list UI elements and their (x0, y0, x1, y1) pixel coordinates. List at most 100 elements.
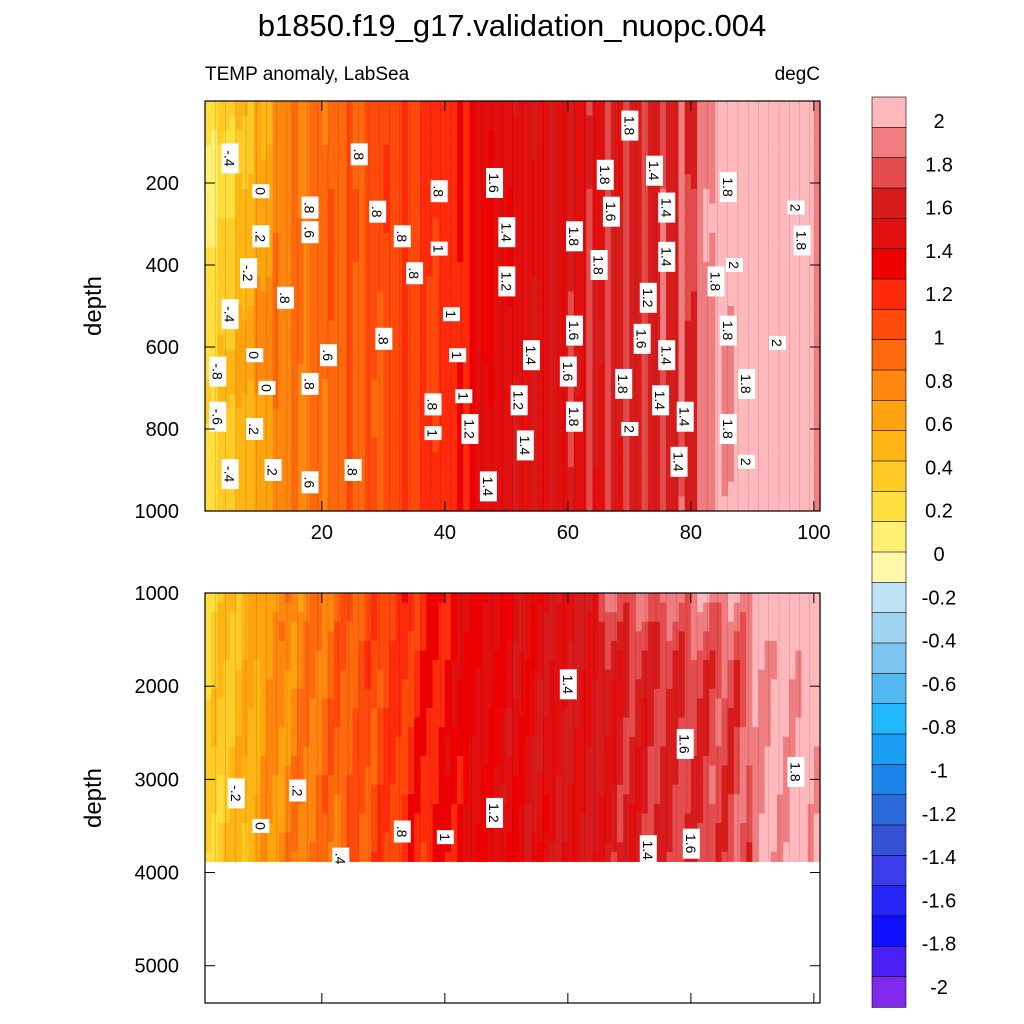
field-cell (586, 481, 594, 497)
field-cell (401, 159, 409, 175)
field-cell (617, 688, 624, 700)
field-cell (475, 832, 483, 843)
field-cell (721, 276, 729, 292)
field-cell (334, 467, 341, 483)
field-cell (389, 276, 397, 292)
field-cell (586, 188, 594, 205)
field-cell (291, 306, 298, 322)
field-cell (223, 335, 231, 351)
field-cell (666, 115, 673, 131)
field-cell (278, 496, 286, 512)
field-cell (469, 775, 477, 786)
field-cell (549, 379, 557, 395)
field-cell (549, 775, 557, 786)
field-cell (291, 349, 298, 366)
field-cell (278, 306, 286, 322)
field-cell (291, 408, 298, 424)
field-cell (241, 203, 249, 219)
field-cell (727, 467, 735, 483)
field-cell (211, 452, 218, 468)
field-cell (561, 467, 569, 483)
field-cell (494, 262, 501, 278)
field-cell (297, 708, 304, 719)
field-cell (205, 612, 212, 623)
field-cell (653, 452, 661, 468)
field-cell (580, 452, 587, 468)
field-cell (555, 335, 563, 351)
field-cell (438, 262, 446, 278)
field-cell (346, 765, 354, 776)
field-cell (346, 698, 354, 709)
field-cell (604, 188, 612, 205)
field-cell (297, 669, 304, 680)
field-cell (284, 698, 292, 709)
field-cell (647, 393, 655, 410)
contour-label-box (320, 344, 337, 367)
field-cell (469, 101, 477, 117)
field-cell (389, 602, 397, 613)
field-cell (537, 640, 544, 652)
field-cell (629, 335, 637, 351)
field-cell (610, 813, 618, 824)
contour-label: -.4 (221, 459, 239, 490)
field-cell (205, 218, 212, 234)
field-cell (549, 232, 557, 249)
field-cell (328, 612, 335, 623)
field-cell (494, 481, 501, 497)
field-cell (537, 832, 544, 843)
field-cell (229, 717, 237, 728)
field-cell (506, 708, 514, 719)
field-cell (414, 746, 421, 757)
field-cell (223, 851, 231, 862)
field-cell (248, 765, 255, 776)
field-cell (703, 349, 710, 366)
field-cell (500, 746, 507, 757)
contour-label-text: 1.2 (511, 391, 527, 411)
field-cell (764, 262, 772, 278)
field-cell (451, 452, 458, 468)
field-cell (789, 364, 796, 380)
field-cell (586, 784, 594, 795)
field-cell (321, 851, 329, 862)
field-cell (690, 379, 698, 395)
field-cell (469, 593, 477, 604)
field-cell (291, 621, 298, 632)
contour-label: 1.4 (522, 340, 540, 371)
field-cell (537, 823, 544, 834)
field-cell (617, 437, 624, 454)
field-cell (561, 496, 569, 512)
field-cell (604, 232, 612, 249)
field-cell (764, 144, 772, 161)
field-cell (487, 291, 495, 307)
field-cell (574, 727, 581, 738)
field-cell (309, 452, 317, 468)
field-cell (241, 602, 249, 613)
field-cell (328, 755, 335, 767)
field-cell (309, 306, 317, 322)
field-cell (291, 813, 298, 824)
field-cell (321, 467, 329, 483)
field-cell (617, 335, 624, 351)
field-cell (617, 130, 624, 146)
field-cell (801, 452, 809, 468)
contour-label-text: 1.8 (566, 407, 582, 427)
field-cell (481, 247, 489, 263)
field-cell (574, 262, 581, 278)
field-cell (278, 660, 286, 671)
field-cell (746, 306, 753, 322)
field-cell (469, 813, 477, 824)
field-cell (254, 174, 261, 190)
field-cell (610, 306, 618, 322)
field-cell (537, 698, 544, 709)
field-cell (580, 775, 587, 786)
field-cell (795, 159, 803, 175)
field-cell (518, 755, 526, 767)
field-cell (561, 320, 569, 336)
field-cell (377, 364, 384, 380)
field-cell (537, 364, 544, 380)
field-cell (217, 452, 225, 468)
field-cell (340, 291, 348, 307)
field-cell (463, 851, 471, 862)
field-cell (481, 832, 489, 843)
field-cell (235, 631, 243, 642)
